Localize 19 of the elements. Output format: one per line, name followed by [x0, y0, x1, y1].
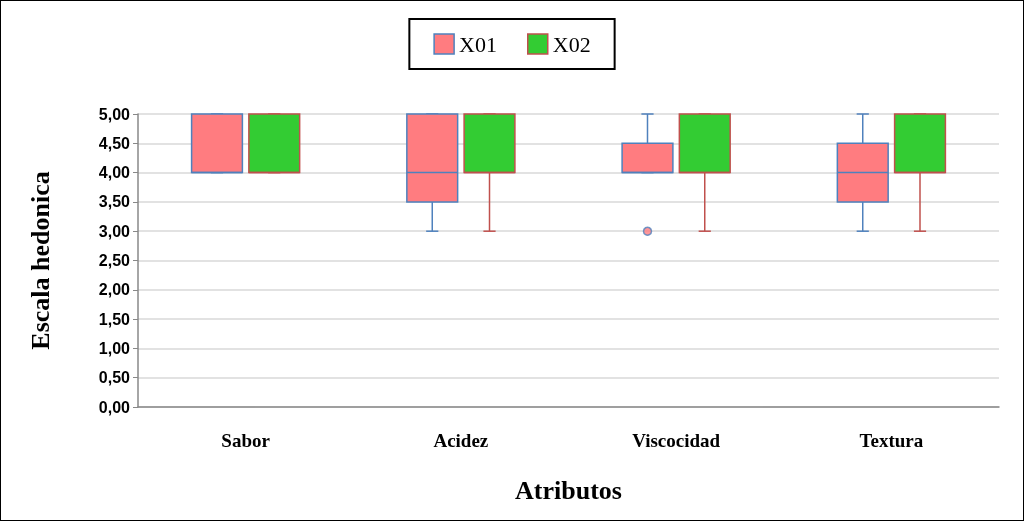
y-tick-label: 3,00: [98, 222, 131, 240]
y-tick-label: 2,00: [98, 281, 131, 299]
y-tick-label: 5,00: [98, 105, 131, 123]
y-tick-label: 0,50: [98, 369, 131, 387]
y-tick-label: 1,50: [98, 310, 131, 328]
x-tick-label: Viscocidad: [632, 430, 721, 451]
x-axis-title: Atributos: [515, 475, 622, 505]
x-tick-label: Sabor: [221, 430, 271, 451]
x-tick-label: Textura: [859, 430, 924, 451]
y-tick-label: 1,00: [98, 339, 131, 357]
y-tick-label: 0,00: [98, 398, 131, 416]
x-tick-label: Acidez: [433, 430, 489, 451]
y-tick-label: 4,50: [98, 134, 131, 152]
legend-label: X02: [552, 31, 591, 57]
y-tick-label: 2,50: [98, 252, 131, 269]
y-axis-title: Escala hedonica: [25, 171, 55, 350]
legend-label: X01: [459, 31, 497, 57]
y-tick-label: 4,00: [98, 164, 131, 182]
y-tick-label: 3,50: [98, 193, 131, 211]
